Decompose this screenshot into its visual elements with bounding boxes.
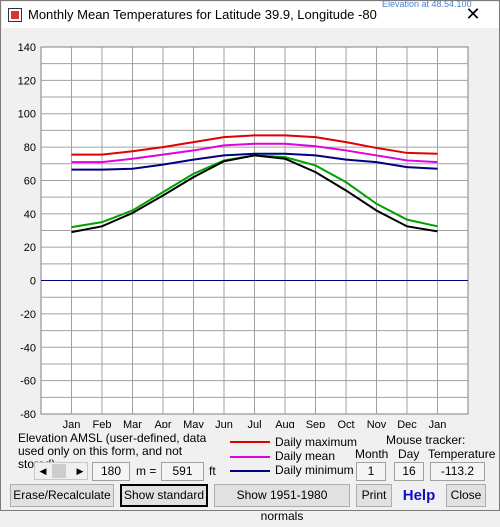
background-window-text: Elevation at 48.54.100 [382,0,472,9]
day-field: 16 [394,462,424,481]
x-tick-label: Nov [367,419,387,428]
x-tick-label: Jun [215,419,233,428]
legend-label-maximum: Daily maximum [275,435,358,449]
y-tick-label: 20 [24,242,36,254]
print-button[interactable]: Print [356,484,392,507]
series-line-black-curve [71,154,438,234]
window-title: Monthly Mean Temperatures for Latitude 3… [28,7,377,22]
y-tick-label: 40 [24,209,36,221]
show-normals-button[interactable]: Show 1951-1980 normals [214,484,350,523]
day-header: Day [398,447,420,461]
series-line-daily-maximum [71,134,438,156]
close-button[interactable]: Close [446,484,486,507]
app-icon [8,8,22,22]
month-field: 1 [356,462,386,481]
elevation-feet-field[interactable]: 591 [161,462,204,481]
legend-line-minimum [230,470,270,472]
legend-line-maximum [230,441,270,443]
elevation-meters-field[interactable]: 180 [92,462,130,481]
y-tick-label: 80 [24,142,36,154]
x-tick-label: Oct [337,419,354,428]
mouse-tracker-label: Mouse tracker: [386,433,466,447]
x-tick-label: Jan [429,419,447,428]
y-tick-label: 60 [24,175,36,187]
series-line-daily-minimum [71,152,438,171]
y-tick-label: 140 [18,42,36,54]
show-standard-button[interactable]: Show standard [120,484,208,507]
close-icon[interactable]: ✕ [465,4,481,24]
y-tick-label: 0 [30,276,36,288]
y-tick-label: -40 [20,342,36,354]
erase-recalculate-button[interactable]: Erase/Recalculate [10,484,114,507]
month-header: Month [355,447,389,461]
legend-line-mean [230,456,270,458]
legend-label-mean: Daily mean [275,449,336,463]
x-tick-label: Dec [397,419,417,428]
scroll-left-icon[interactable]: ◀ [39,466,47,476]
x-tick-label: Sep [306,419,326,428]
help-button[interactable]: Help [402,487,436,504]
y-tick-label: 120 [18,75,36,87]
x-tick-label: Aug [275,419,295,428]
x-tick-label: Mar [123,419,142,428]
y-tick-label: 100 [18,109,36,121]
temperature-field: -113.2 [430,462,485,481]
title-bar: Monthly Mean Temperatures for Latitude 3… [2,0,499,28]
ft-label: ft [209,464,216,478]
scroll-thumb[interactable] [52,464,66,478]
y-tick-label: -80 [20,409,36,421]
x-tick-label: May [183,419,204,428]
temperature-header: Temperature [428,447,496,461]
x-tick-label: Jan [63,419,81,428]
elevation-scrollbar[interactable]: ◀ ▶ [34,462,88,480]
series-line-daily-mean [71,142,438,164]
m-equals-label: m = [136,464,157,478]
x-tick-label: Feb [93,419,112,428]
y-tick-label: -20 [20,309,36,321]
scroll-right-icon[interactable]: ▶ [76,466,84,476]
legend-label-minimum: Daily minimum [275,463,354,477]
x-tick-label: Jul [247,419,261,428]
temperature-chart: 140 120 100 80 60 40 20 0 -20 -40 -60 -80 Jan Feb Mar A… [18,42,469,428]
x-tick-label: Apr [154,419,171,428]
y-tick-label: -60 [20,376,36,388]
